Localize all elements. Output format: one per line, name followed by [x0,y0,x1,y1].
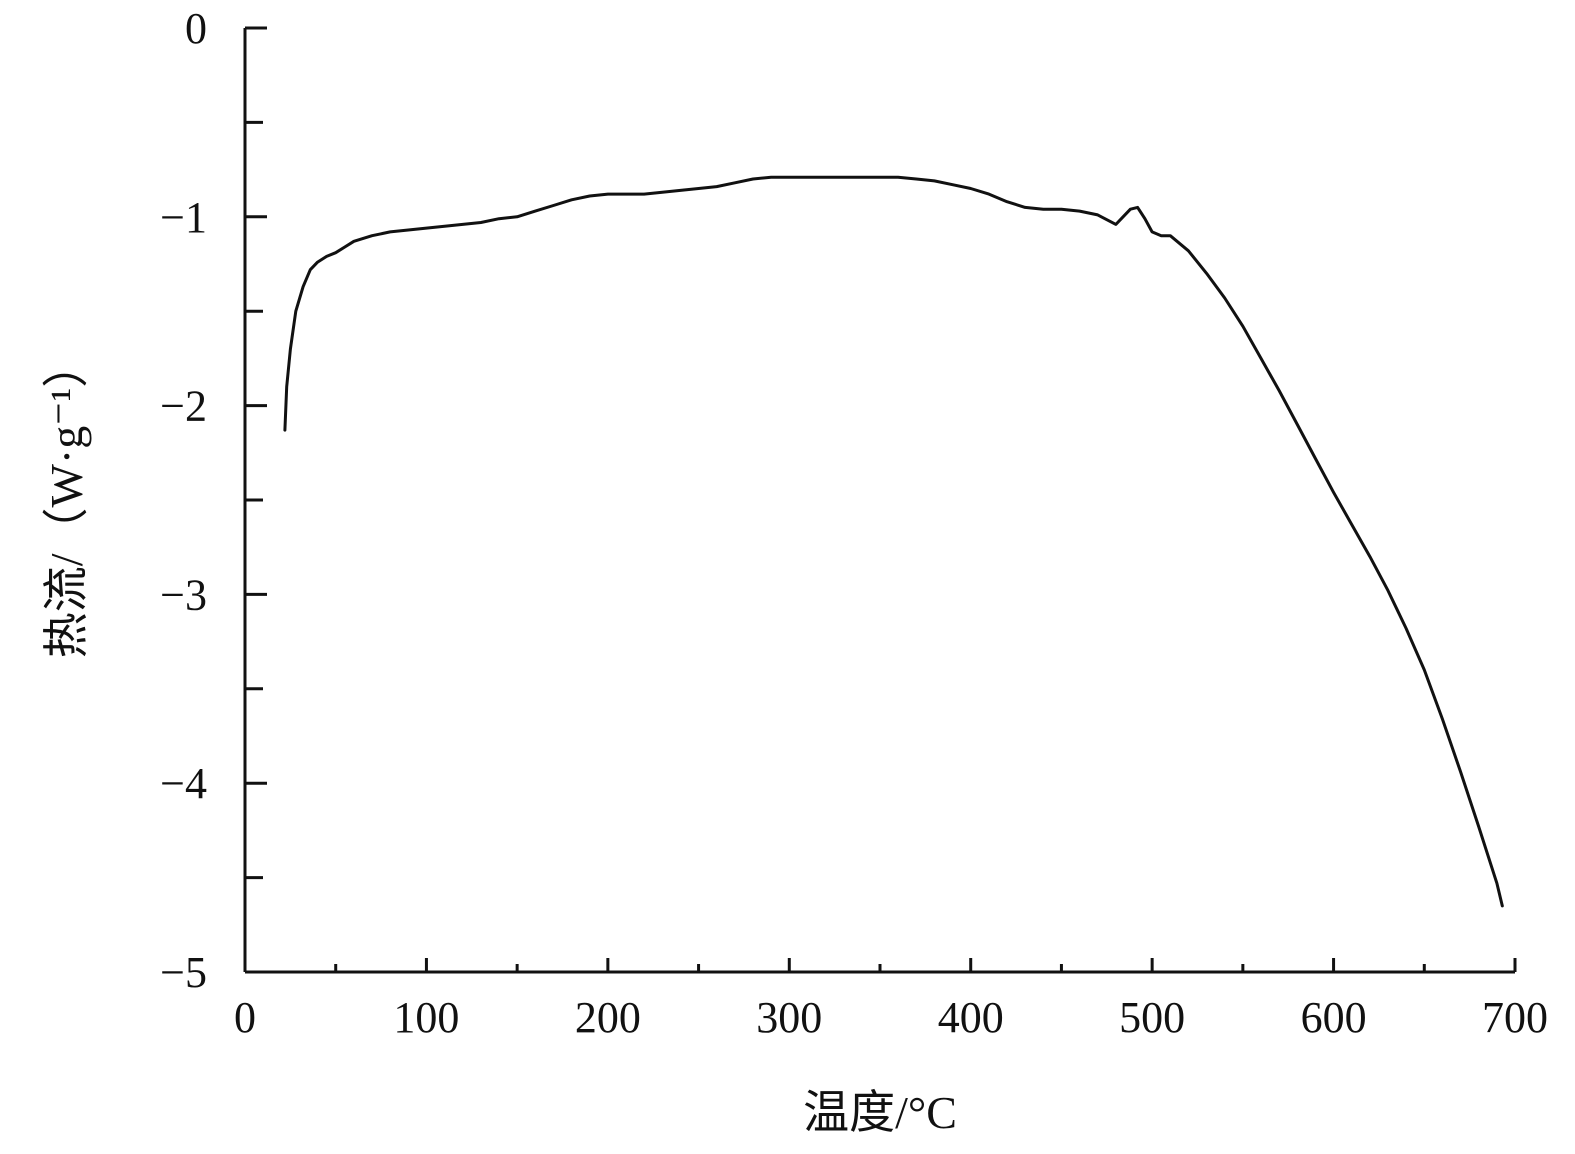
x-tick-label: 400 [938,993,1004,1042]
tick-labels-layer: 0 100 200 300 400 500 600 700 0 −1 −2 −3 −4 −5 [160,4,1548,1042]
y-tick-label: −4 [160,759,207,808]
x-tick-label: 700 [1482,993,1548,1042]
y-tick-label: −3 [160,570,207,619]
x-tick-label: 0 [234,993,256,1042]
x-tick-label: 300 [756,993,822,1042]
y-tick-label: −5 [160,948,207,997]
x-tick-label: 500 [1119,993,1185,1042]
y-tick-label: 0 [185,4,207,53]
y-tick-label: −1 [160,193,207,242]
heat-flow-curve [283,175,1504,908]
x-axis-title: 温度/°C [803,1087,957,1138]
y-tick-label: −2 [160,382,207,431]
x-tick-label: 200 [575,993,641,1042]
ticks-layer [245,26,1517,972]
x-tick-label: 100 [393,993,459,1042]
x-tick-label: 600 [1301,993,1367,1042]
y-axis-title: 热流/（W·g⁻¹） [41,342,92,659]
